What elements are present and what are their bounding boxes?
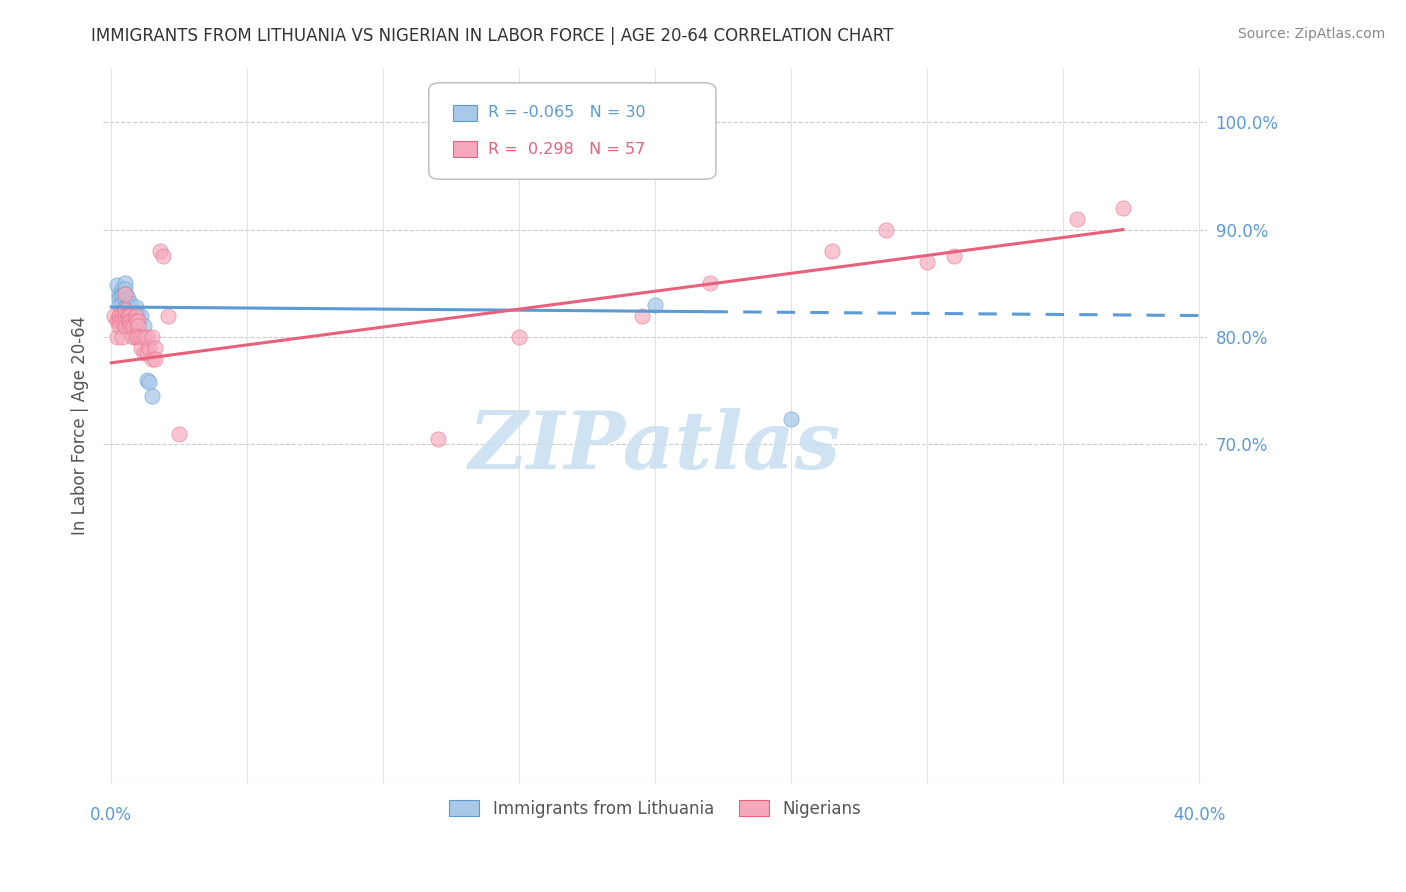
Point: [141, 330, 163, 344]
Point: [108, 314, 131, 328]
Point: [135, 346, 157, 360]
Point: [117, 309, 139, 323]
Point: [108, 319, 131, 334]
Point: [120, 319, 142, 334]
FancyBboxPatch shape: [453, 141, 478, 157]
Point: [129, 309, 152, 323]
Point: [125, 330, 148, 344]
Point: [127, 314, 149, 328]
Point: [111, 330, 134, 344]
FancyBboxPatch shape: [429, 83, 716, 179]
Text: R = -0.065   N = 30: R = -0.065 N = 30: [488, 105, 647, 120]
Point: [135, 373, 157, 387]
Point: [152, 250, 174, 264]
Point: [105, 330, 128, 344]
Point: [114, 282, 136, 296]
Text: R =  0.298   N = 57: R = 0.298 N = 57: [488, 142, 645, 157]
Point: [120, 309, 142, 323]
Point: [108, 298, 131, 312]
Point: [122, 319, 145, 334]
Point: [125, 309, 148, 323]
Point: [122, 314, 145, 328]
Point: [105, 278, 128, 293]
Point: [114, 277, 136, 291]
Point: [114, 300, 136, 314]
Y-axis label: In Labor Force | Age 20-64: In Labor Force | Age 20-64: [72, 316, 89, 535]
Point: [821, 244, 844, 259]
Point: [699, 277, 721, 291]
Text: ZIPatlas: ZIPatlas: [470, 409, 841, 486]
Point: [111, 289, 134, 303]
Point: [120, 314, 142, 328]
Point: [114, 303, 136, 318]
Point: [143, 341, 166, 355]
Point: [111, 287, 134, 301]
Point: [108, 309, 131, 323]
Point: [125, 314, 148, 328]
Point: [141, 351, 163, 366]
Point: [125, 300, 148, 314]
Point: [135, 330, 157, 344]
Point: [127, 330, 149, 344]
Point: [114, 314, 136, 328]
Point: [117, 309, 139, 323]
Point: [114, 309, 136, 323]
Point: [108, 309, 131, 323]
Point: [138, 375, 160, 389]
Point: [644, 298, 666, 312]
Point: [114, 287, 136, 301]
Point: [138, 341, 160, 355]
Point: [630, 309, 652, 323]
Point: [117, 314, 139, 328]
Point: [943, 250, 966, 264]
Point: [132, 319, 155, 334]
Point: [1066, 211, 1088, 226]
Point: [108, 287, 131, 301]
Point: [508, 330, 530, 344]
Point: [114, 293, 136, 307]
Point: [143, 351, 166, 366]
Point: [105, 314, 128, 328]
Point: [875, 222, 897, 236]
Text: IMMIGRANTS FROM LITHUANIA VS NIGERIAN IN LABOR FORCE | AGE 20-64 CORRELATION CHA: IMMIGRANTS FROM LITHUANIA VS NIGERIAN IN…: [91, 27, 894, 45]
Point: [120, 309, 142, 323]
Point: [120, 295, 142, 310]
Point: [141, 389, 163, 403]
Point: [122, 330, 145, 344]
Point: [129, 330, 152, 344]
Text: 40.0%: 40.0%: [1173, 806, 1225, 824]
Point: [114, 319, 136, 334]
Point: [111, 314, 134, 328]
Text: Source: ZipAtlas.com: Source: ZipAtlas.com: [1237, 27, 1385, 41]
Point: [111, 282, 134, 296]
Point: [127, 309, 149, 323]
Point: [1112, 201, 1135, 215]
Legend: Immigrants from Lithuania, Nigerians: Immigrants from Lithuania, Nigerians: [443, 793, 868, 824]
Point: [122, 314, 145, 328]
Point: [915, 255, 938, 269]
Point: [111, 309, 134, 323]
Point: [132, 346, 155, 360]
FancyBboxPatch shape: [453, 105, 478, 120]
Point: [149, 244, 172, 259]
Point: [103, 309, 125, 323]
Point: [780, 411, 803, 425]
Point: [127, 319, 149, 334]
Point: [117, 303, 139, 318]
Point: [117, 298, 139, 312]
Point: [114, 287, 136, 301]
Point: [120, 314, 142, 328]
Point: [111, 295, 134, 310]
Point: [157, 309, 180, 323]
Point: [426, 432, 449, 446]
Point: [169, 426, 191, 441]
Point: [122, 309, 145, 323]
Point: [129, 341, 152, 355]
Point: [108, 291, 131, 305]
Point: [125, 306, 148, 320]
Text: 0.0%: 0.0%: [90, 806, 132, 824]
Point: [117, 291, 139, 305]
Point: [132, 330, 155, 344]
